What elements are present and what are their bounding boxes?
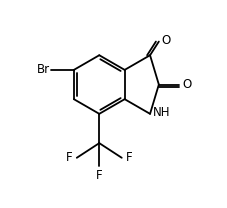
Text: Br: Br bbox=[37, 63, 50, 76]
Text: F: F bbox=[66, 151, 73, 164]
Text: F: F bbox=[96, 170, 102, 182]
Text: NH: NH bbox=[152, 106, 170, 119]
Text: O: O bbox=[181, 78, 191, 91]
Text: F: F bbox=[125, 151, 132, 164]
Text: O: O bbox=[161, 34, 170, 47]
